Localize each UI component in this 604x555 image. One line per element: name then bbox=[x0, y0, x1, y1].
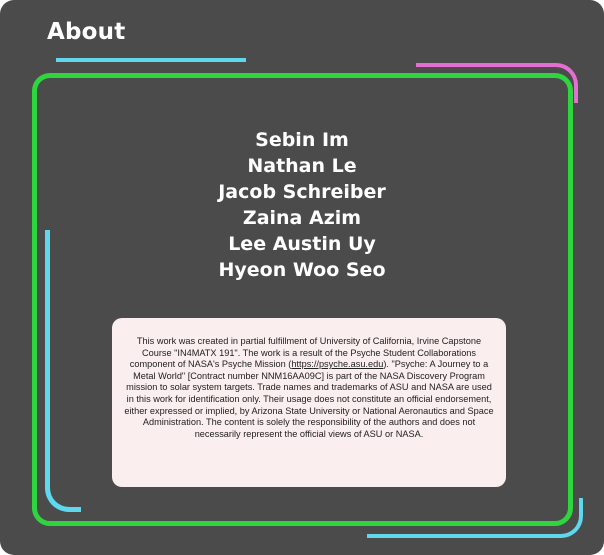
disclaimer-text-intro: This work was created in partial fulfill… bbox=[129, 336, 482, 370]
team-member-name: Hyeon Woo Seo bbox=[218, 259, 386, 281]
disclaimer-text-body: ). "Psyche: A Journey to a Metal World" … bbox=[124, 359, 494, 439]
corner-accent-top-right bbox=[416, 63, 578, 103]
corner-accent-bottom-right bbox=[367, 498, 583, 538]
disclaimer-box: This work was created in partial fulfill… bbox=[112, 318, 506, 487]
corner-accent-bottom-left bbox=[45, 230, 81, 512]
team-member-name: Sebin Im bbox=[255, 129, 349, 151]
team-member-name: Zaina Azim bbox=[242, 207, 362, 229]
content-frame bbox=[32, 73, 573, 526]
page-title: About bbox=[47, 19, 126, 45]
team-member-name: Nathan Le bbox=[247, 155, 357, 177]
team-member-name: Lee Austin Uy bbox=[228, 233, 376, 255]
psyche-website-link[interactable]: https://psyche.asu.edu bbox=[291, 359, 384, 370]
team-member-list: Sebin Im Nathan Le Jacob Schreiber Zaina… bbox=[0, 127, 604, 283]
title-underline-accent bbox=[56, 58, 246, 62]
team-member-name: Jacob Schreiber bbox=[218, 181, 386, 203]
